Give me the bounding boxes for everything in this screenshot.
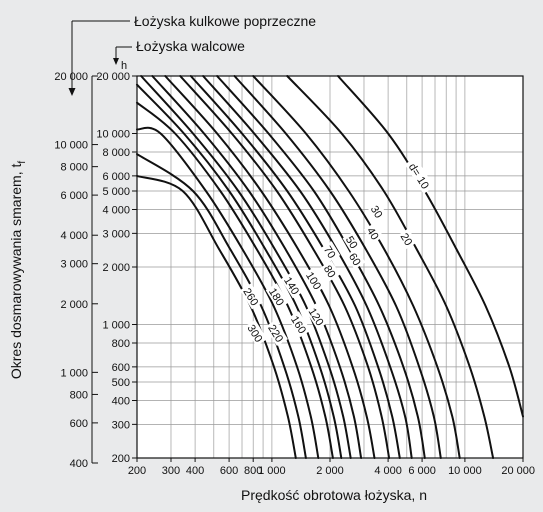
- curve-label-group: 40: [363, 222, 384, 244]
- curve-label-bg: [240, 283, 264, 310]
- outer-y-tick-label: 3 000: [60, 259, 88, 271]
- outer-scale-label: Łożyska kulkowe poprzeczne: [134, 13, 316, 29]
- curve-d-10: [337, 75, 524, 418]
- outer-y-tick-label: 4 000: [60, 230, 88, 242]
- curve-label-group: 70: [320, 241, 341, 263]
- curve-label-group: 80: [320, 260, 341, 282]
- outer-y-tick-label: 2 000: [60, 299, 88, 311]
- x-tick-label: 6 000: [408, 465, 436, 477]
- curve-label-bg: [302, 267, 326, 294]
- x-tick-label: 800: [244, 465, 262, 477]
- outer-y-tick-label: 6 000: [60, 190, 88, 202]
- outer-y-axis: 20 000 10 000 8 000 6 000 4 000 3 000 2 000 1 0…: [54, 71, 98, 470]
- x-tick-label: 2 000: [316, 465, 344, 477]
- y-axis-label-subscript: f: [17, 161, 28, 164]
- outer-y-tick-label: 20 000: [54, 71, 88, 83]
- y-axis-label-main: Okres dosmarowywania smarem, t: [8, 164, 24, 380]
- inner-y-tick-label: 400: [112, 396, 130, 408]
- curve-d-220: [136, 126, 320, 459]
- x-tick-label: 4 000: [374, 465, 402, 477]
- inner-y-tick-label: 5 000: [102, 186, 130, 198]
- x-tick-label: 20 000: [501, 465, 535, 477]
- inner-y-axis: 20 000 10 000 8 000 6 000 5 000 4 000 3 000 2 0…: [96, 71, 138, 465]
- outer-scale-arrowhead: [68, 88, 76, 96]
- outer-y-tick-label: 1 000: [60, 367, 88, 379]
- x-axis-label: Prędkość obrotowa łożyska, n: [241, 487, 427, 503]
- inner-y-tick-label: 8 000: [102, 147, 130, 159]
- curve-label-bg: [280, 272, 304, 299]
- inner-y-tick-label: 10 000: [96, 128, 130, 140]
- curve-label-group: 60: [345, 248, 366, 270]
- curve-d-120: [151, 75, 363, 459]
- curve-label-bg: [363, 222, 384, 244]
- inner-y-tick-label: 3 000: [102, 228, 130, 240]
- curve-label-bg: [404, 157, 435, 194]
- y-axis-label: Okres dosmarowywania smarem, tf: [8, 161, 28, 380]
- curve-d-50: [216, 75, 426, 459]
- curve-label-bg: [265, 283, 289, 310]
- inner-y-tick-label: 2 000: [102, 262, 130, 274]
- curve-d-160: [136, 83, 343, 459]
- curve-label-bg: [244, 319, 268, 346]
- x-tick-label: 600: [220, 465, 238, 477]
- inner-y-tick-label: 200: [112, 453, 130, 465]
- outer-y-tick-label: 400: [70, 458, 88, 470]
- curve-label: 60: [346, 251, 363, 268]
- curve-label: 30: [368, 204, 385, 221]
- inner-y-tick-label: 6 000: [102, 171, 130, 183]
- inner-y-tick-label: 4 000: [102, 205, 130, 217]
- x-tick-label: 200: [128, 465, 146, 477]
- curve-label-group: 30: [367, 200, 388, 222]
- curves: [136, 75, 524, 459]
- inner-scale-arrowhead: [113, 58, 119, 65]
- curve-label-group: 20: [397, 228, 418, 250]
- curve-label-bg: [320, 260, 341, 282]
- inner-y-tick-label: 300: [112, 419, 130, 431]
- outer-y-tick-label: 10 000: [54, 140, 88, 152]
- inner-scale-label: Łożyska walcowe: [136, 38, 245, 54]
- inner-y-tick-label: 800: [112, 338, 130, 350]
- curve-label-bg: [287, 311, 311, 338]
- curve-d-140: [140, 75, 352, 459]
- inner-y-tick-label: 500: [112, 377, 130, 389]
- outer-y-tick-label: 8 000: [60, 162, 88, 174]
- curve-label-bg: [345, 248, 366, 270]
- curve-label: 20: [398, 231, 415, 248]
- curve-labels: d= 1020304050607080100120140160180220260…: [240, 157, 435, 346]
- gridlines: [137, 76, 523, 458]
- outer-y-tick-label: 800: [70, 389, 88, 401]
- curve-label: 50: [343, 234, 360, 251]
- x-tick-label: 400: [186, 465, 204, 477]
- curve-label: 80: [321, 263, 338, 280]
- inner-y-tick-label: 600: [112, 362, 130, 374]
- curve-d-20: [286, 75, 495, 459]
- curve-d-30: [252, 75, 461, 459]
- curve-d-60: [202, 75, 413, 459]
- inner-y-tick-label: 20 000: [96, 71, 130, 83]
- curve-label-bg: [264, 319, 288, 346]
- x-tick-label: 300: [162, 465, 180, 477]
- x-tick-label: 1 000: [258, 465, 286, 477]
- curve-label-bg: [397, 228, 418, 250]
- curve-label-bg: [367, 200, 388, 222]
- curve-d-260: [136, 153, 307, 459]
- curve-label: 40: [364, 226, 381, 243]
- curve-label-bg: [305, 303, 329, 330]
- curve-label: 70: [321, 244, 338, 261]
- curve-d-180: [136, 101, 334, 459]
- inner-y-tick-label: 1 000: [102, 319, 130, 331]
- curve-label-bg: [342, 231, 363, 253]
- curve-label-group: 50: [342, 231, 363, 253]
- x-tick-label: 10 000: [448, 465, 482, 477]
- inner-axis-unit: h: [121, 60, 127, 72]
- curve-label-bg: [320, 241, 341, 263]
- curve-d-40: [233, 75, 442, 459]
- outer-y-tick-label: 600: [70, 418, 88, 430]
